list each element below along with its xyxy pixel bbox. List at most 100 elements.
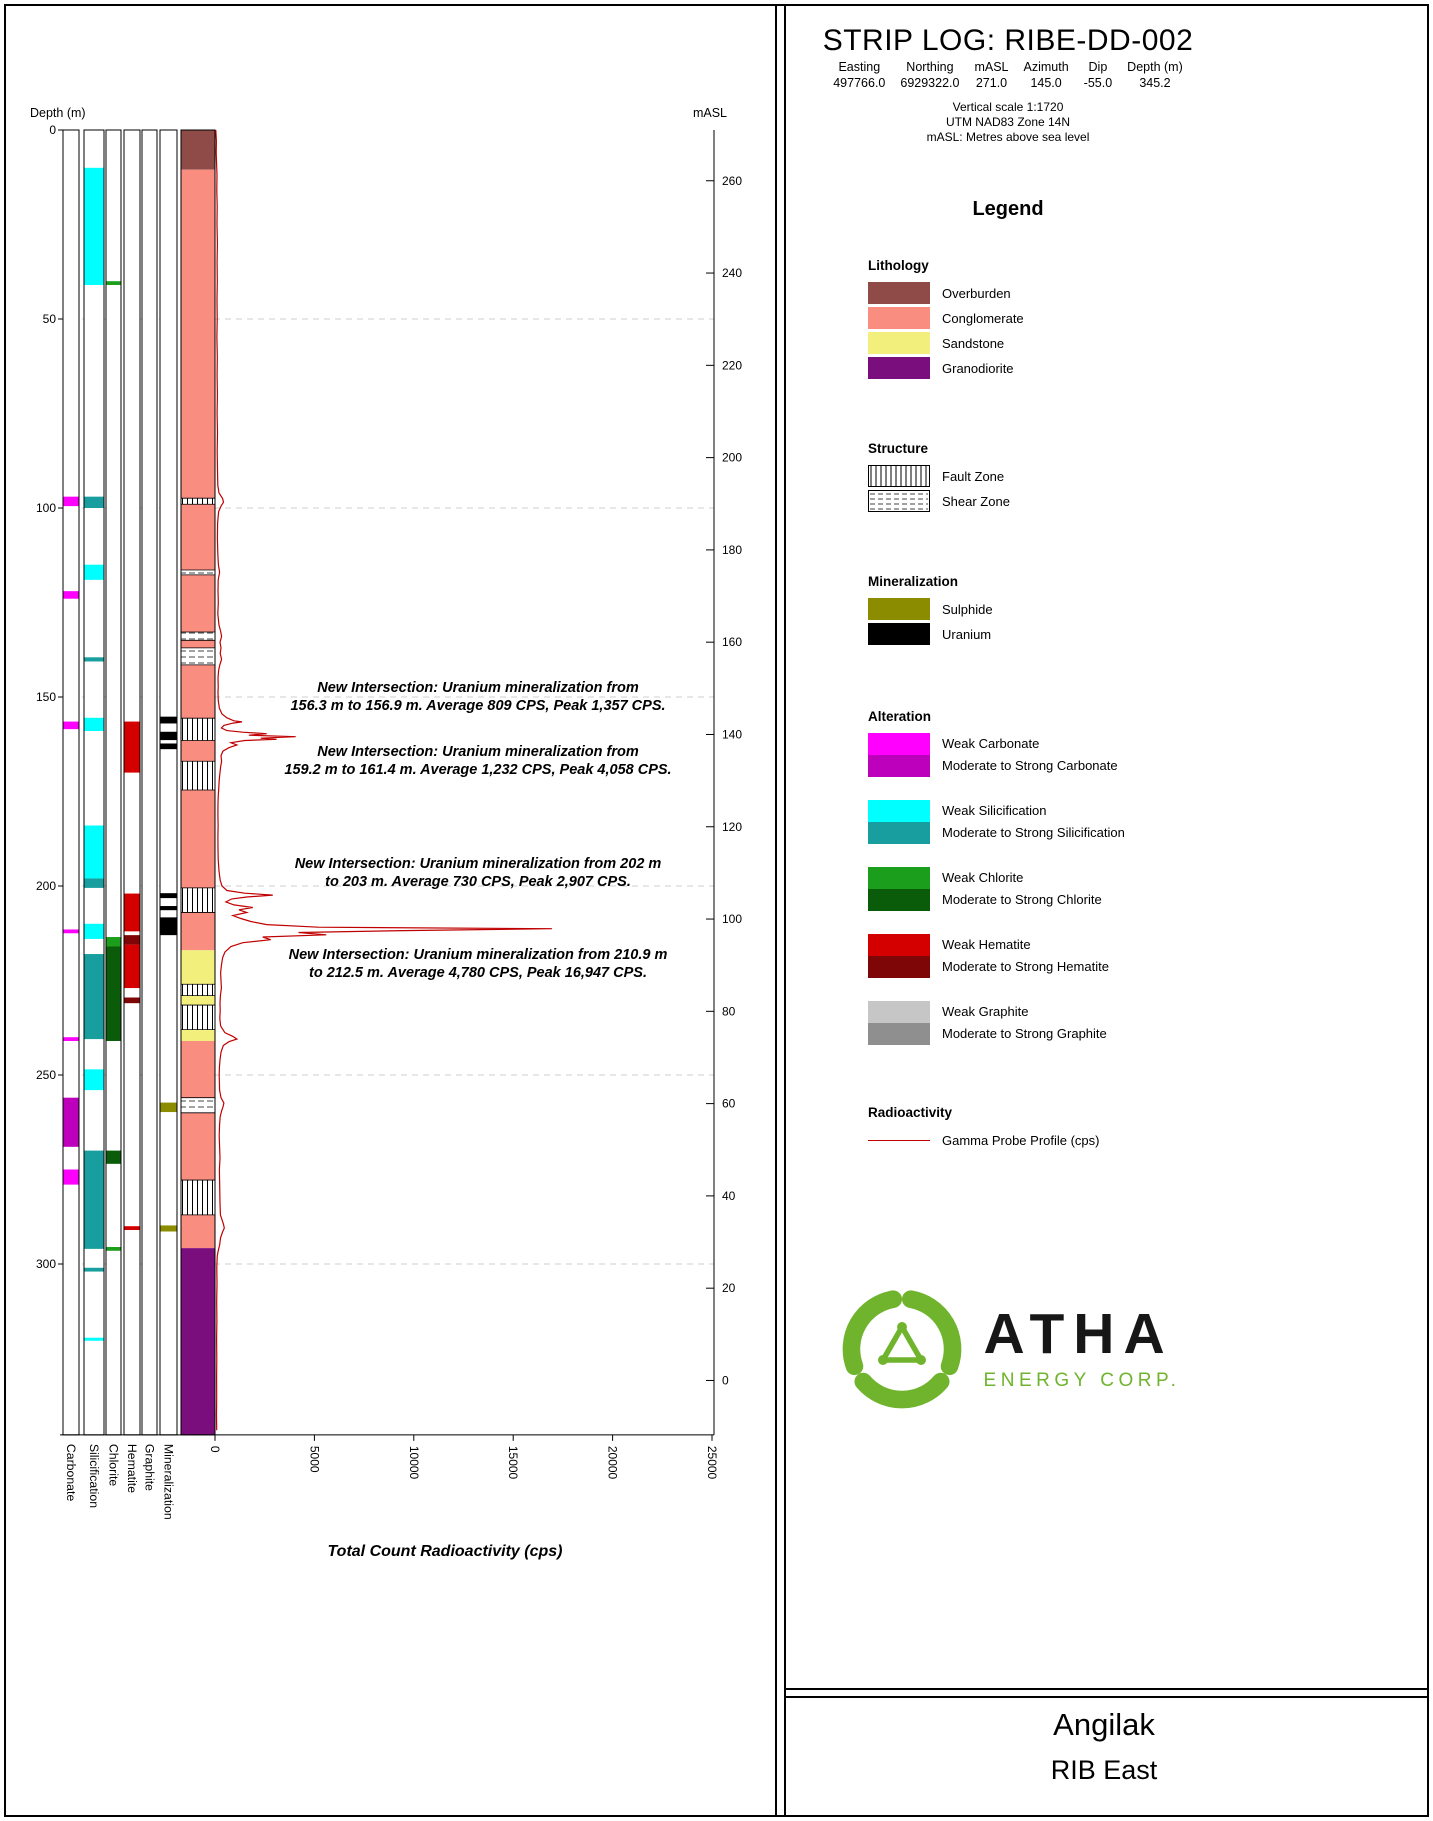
collar-field: Easting 497766.0	[833, 60, 885, 90]
logo-node	[896, 1322, 907, 1332]
radioactivity-axis-title: Total Count Radioactivity (cps)	[328, 1543, 563, 1560]
legend-item: Uranium	[868, 623, 1388, 645]
track-interval	[124, 1226, 140, 1230]
masl-tick-label: 260	[722, 174, 742, 188]
logo-ring	[842, 1290, 961, 1409]
legend-pair-labels: Weak Hematite Moderate to Strong Hematite	[942, 934, 1109, 978]
lithology-interval	[181, 169, 215, 951]
info-panel: STRIP LOG: RIBE-DD-002 Easting 497766.0 No…	[790, 0, 1422, 1688]
track-interval	[160, 1225, 177, 1232]
track-bg	[106, 130, 121, 1435]
legend-swatch-half	[868, 755, 930, 777]
collar-field-value: 497766.0	[833, 76, 886, 90]
logo-subtitle: ENERGY CORP.	[983, 1370, 1181, 1391]
cps-tick-label: 20000	[606, 1446, 620, 1480]
legend-section-mineralization: Mineralization Sulphide Uranium	[868, 574, 1388, 645]
area-name: RIB East	[1050, 1755, 1158, 1785]
legend-title: Legend	[972, 198, 1044, 220]
legend-swatch-half	[868, 1001, 930, 1023]
legend-alteration-pair: Weak Graphite Moderate to Strong Graphite	[868, 1001, 1388, 1045]
track-interval	[84, 1337, 104, 1341]
track-interval	[106, 1150, 121, 1164]
fault-zone	[181, 1005, 215, 1030]
note-line: UTM NAD83 Zone 14N	[945, 115, 1071, 129]
collar-field-value: 6929322.0	[900, 76, 960, 90]
track-interval	[84, 167, 104, 285]
legend-pair-swatch	[868, 934, 930, 978]
track-name-label: Carbonate	[64, 1444, 78, 1502]
track-interval	[106, 946, 121, 1041]
cps-tick-label: 0	[208, 1446, 222, 1453]
legend-item-label: Moderate to Strong Chlorite	[942, 892, 1102, 907]
depth-tick-label: 200	[36, 879, 56, 893]
panel-divider-line	[775, 5, 777, 1816]
logo-triangle	[879, 1324, 924, 1363]
page-title: STRIP LOG: RIBE-DD-002	[822, 24, 1194, 57]
track-interval	[84, 717, 104, 732]
legend-section-heading: Mineralization	[868, 574, 959, 589]
legend-color-swatch	[868, 598, 930, 620]
legend-item: Overburden	[868, 282, 1388, 304]
collar-field-value: 271.0	[975, 76, 1008, 90]
fault-zone	[181, 498, 215, 505]
lithology-interval	[181, 1248, 215, 1435]
track-interval	[63, 929, 79, 934]
track-bg	[63, 130, 79, 1435]
track-interval	[63, 1169, 79, 1185]
legend-alteration-pair: Weak Hematite Moderate to Strong Hematite	[868, 934, 1388, 978]
track-interval	[124, 997, 140, 1004]
collar-field-value: -55.0	[1083, 76, 1113, 90]
legend-section-lithology: Lithology Overburden Conglomerate Sandstone…	[868, 258, 1388, 379]
track-name-label: Hematite	[125, 1444, 139, 1493]
masl-tick-label: 20	[722, 1281, 736, 1295]
track-interval	[160, 1102, 177, 1113]
fault-zone	[181, 761, 215, 790]
legend-item: Sulphide	[868, 598, 1388, 620]
depth-axis-label: Depth (m)	[30, 106, 86, 120]
gamma-profile-line	[215, 129, 552, 1431]
collar-field-value: 345.2	[1139, 76, 1171, 90]
legend-section-structure: Structure Fault Zone Shear Zone	[868, 441, 1388, 512]
track-mineralization	[159, 129, 178, 1436]
track-interval	[84, 657, 104, 662]
legend-item-label: Sulphide	[942, 601, 993, 617]
track-bg	[124, 130, 140, 1435]
track-name-label: Mineralization	[162, 1444, 176, 1520]
fault-zone	[181, 718, 215, 741]
track-lithology	[180, 129, 216, 1436]
legend-swatch-half	[868, 889, 930, 911]
legend-section-alteration: Alteration Weak Carbonate Moderate to Stro…	[868, 709, 1388, 1045]
strip-log-plot: Depth (m) 0 50 100 150 200 250 300 mASL 260 240 220…	[30, 106, 742, 1560]
fault-zone	[181, 887, 215, 913]
track-interval	[124, 721, 140, 773]
swatch-border	[868, 490, 930, 512]
masl-axis-label: mASL	[693, 106, 727, 120]
cps-tick-label: 10000	[407, 1446, 421, 1480]
shear-pattern-swatch	[868, 490, 930, 512]
legend-swatch-half	[868, 1023, 930, 1045]
track-chlorite	[105, 129, 122, 1436]
legend-color-swatch	[868, 357, 930, 379]
legend-alteration-pair: Weak Chlorite Moderate to Strong Chlorite	[868, 867, 1388, 911]
track-interval	[84, 878, 104, 888]
legend-section-heading: Lithology	[868, 258, 929, 273]
track-name-labels: Carbonate Silicification Chlorite Hematite G…	[64, 1444, 176, 1520]
collar-field-value: 145.0	[1030, 76, 1062, 90]
atha-logo-mark	[842, 1290, 961, 1409]
track-interval	[84, 954, 104, 1040]
track-name-label: Silicification	[87, 1444, 101, 1508]
track-hematite	[123, 129, 141, 1436]
legend-swatch-half	[868, 800, 930, 822]
legend-item: Conglomerate	[868, 307, 1388, 329]
lithology-interval	[181, 130, 215, 170]
track-interval	[84, 1150, 104, 1249]
masl-tick-label: 160	[722, 635, 742, 649]
masl-tick-label: 120	[722, 820, 742, 834]
masl-tick-label: 100	[722, 912, 742, 926]
legend-swatch-half	[868, 733, 930, 755]
gamma-line-sample	[868, 1139, 930, 1141]
track-interval	[63, 721, 79, 730]
masl-tick-label: 0	[722, 1373, 729, 1387]
depth-axis: Depth (m) 0 50 100 150 200 250 300	[30, 106, 86, 1271]
lithology-interval	[181, 1040, 215, 1249]
